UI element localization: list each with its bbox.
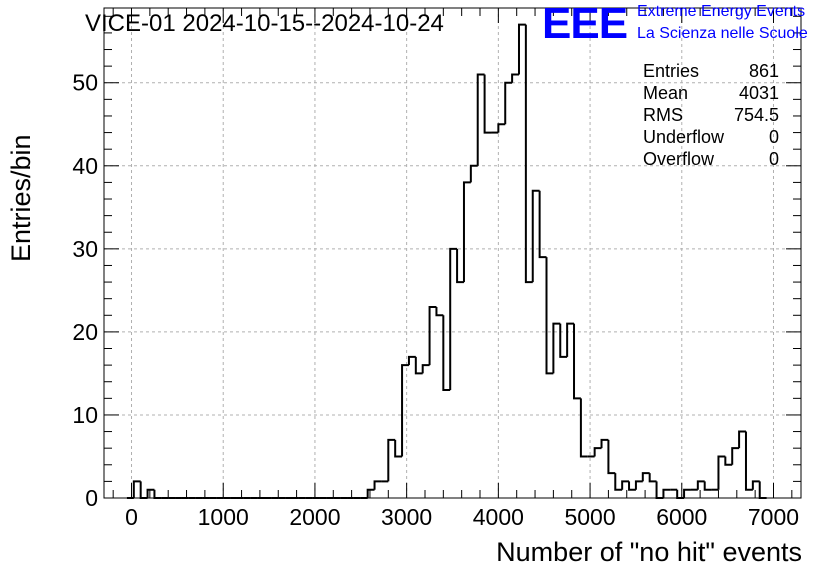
histogram-bin bbox=[414, 356, 423, 375]
chart-title: VICE-01 2024-10-15--2024-10-24 bbox=[85, 10, 444, 37]
x-tick-label: 5000 bbox=[564, 504, 615, 530]
histogram-bin bbox=[449, 247, 458, 391]
y-tick-label: 20 bbox=[72, 319, 98, 345]
x-tick-label: 6000 bbox=[656, 504, 707, 530]
tick-labels: 0 1000 2000 3000 4000 5000 6000 7000 0 10 20 30 40 50 bbox=[72, 70, 799, 530]
stats-value: 861 bbox=[748, 61, 779, 81]
histogram-bin bbox=[662, 488, 671, 498]
histogram-bin bbox=[696, 480, 705, 490]
histogram-bin bbox=[621, 480, 630, 490]
histogram-bin bbox=[401, 364, 409, 457]
stats-value: 0 bbox=[768, 127, 779, 147]
axes-box bbox=[103, 7, 802, 499]
histogram-bin bbox=[153, 489, 162, 499]
stats-value: 4031 bbox=[738, 83, 779, 103]
stats-key: Overflow bbox=[643, 149, 715, 169]
logo-line-2: La Scienza nelle Scuole bbox=[637, 25, 808, 42]
histogram-bin bbox=[614, 473, 623, 491]
x-tick-label: 3000 bbox=[381, 504, 432, 530]
histogram-bin bbox=[566, 322, 575, 357]
stats-value: 754.5 bbox=[733, 105, 779, 125]
histogram-bin bbox=[676, 489, 685, 499]
histogram-bin bbox=[703, 481, 712, 491]
stats-row-underflow: Underflow 0 bbox=[643, 126, 783, 148]
histogram-bin bbox=[421, 364, 430, 374]
histogram-bin bbox=[407, 355, 416, 366]
histogram-bin bbox=[628, 481, 636, 491]
histogram-bin bbox=[559, 323, 568, 358]
histogram-bin bbox=[428, 305, 437, 366]
histogram-bin bbox=[744, 431, 753, 491]
histogram-bin bbox=[634, 480, 643, 490]
x-axis-label: Number of "no hit" events bbox=[496, 537, 802, 567]
stats-key: RMS bbox=[643, 105, 683, 125]
histogram-bin bbox=[511, 73, 519, 83]
histogram-bin bbox=[366, 488, 375, 498]
histogram-bin bbox=[462, 181, 471, 283]
histogram-bin bbox=[435, 306, 444, 317]
stats-row-mean: Mean 4031 bbox=[643, 82, 783, 104]
histogram-bin bbox=[538, 190, 547, 259]
histogram-bin bbox=[139, 481, 148, 499]
histogram-bin bbox=[593, 447, 602, 457]
stats-box: Entries 861 Mean 4031 RMS 754.5 Underflo… bbox=[643, 60, 783, 170]
histogram-bin bbox=[655, 481, 664, 499]
histogram-bin bbox=[132, 480, 141, 498]
histogram-bin bbox=[552, 322, 561, 374]
plot-frame bbox=[103, 7, 802, 499]
x-tick-label: 1000 bbox=[198, 504, 249, 530]
histogram-bin bbox=[387, 438, 396, 482]
stats-key: Mean bbox=[643, 83, 689, 103]
histogram-bin bbox=[504, 81, 513, 125]
x-tick-label: 7000 bbox=[748, 504, 799, 530]
stats-key: Underflow bbox=[643, 127, 725, 147]
x-tick-label: 2000 bbox=[289, 504, 340, 530]
histogram-bin bbox=[469, 164, 478, 183]
axis-ticks bbox=[104, 8, 801, 499]
histogram-bin bbox=[648, 473, 657, 483]
y-axis-label: Entries/bin bbox=[6, 134, 36, 262]
histogram-bin bbox=[517, 23, 526, 75]
histogram-bin bbox=[607, 439, 616, 475]
stats-row-entries: Entries 861 bbox=[643, 60, 783, 82]
histogram-bin bbox=[442, 315, 451, 392]
histogram-bin bbox=[731, 447, 740, 465]
histogram-bin bbox=[545, 257, 554, 375]
histogram-bin bbox=[600, 438, 609, 449]
histogram-bin bbox=[573, 323, 581, 400]
histogram-bin bbox=[758, 481, 767, 499]
histogram-bin bbox=[373, 480, 382, 490]
histogram-bin bbox=[524, 24, 533, 284]
histogram-bin bbox=[579, 398, 588, 458]
stats-value: 0 bbox=[768, 149, 779, 169]
histogram-bin bbox=[641, 472, 650, 482]
stats-key: Entries bbox=[643, 61, 700, 81]
histogram-bin bbox=[456, 248, 464, 284]
histogram-bin bbox=[497, 123, 506, 133]
y-tick-label: 10 bbox=[72, 402, 98, 428]
histogram-bin bbox=[751, 480, 760, 490]
histogram-bin bbox=[483, 74, 492, 134]
logo-line-1: Extreme Energy Events bbox=[637, 3, 806, 20]
histogram-bin bbox=[717, 455, 726, 490]
y-tick-label: 30 bbox=[72, 236, 98, 262]
histogram-bin bbox=[394, 439, 403, 458]
x-tick-label: 4000 bbox=[473, 504, 524, 530]
stats-row-overflow: Overflow 0 bbox=[643, 148, 783, 170]
x-tick-label: 0 bbox=[125, 504, 138, 530]
y-tick-label: 50 bbox=[72, 70, 98, 96]
y-tick-label: 0 bbox=[85, 485, 98, 511]
histogram-bin bbox=[531, 189, 540, 283]
y-tick-label: 40 bbox=[72, 153, 98, 179]
histogram-bin bbox=[146, 488, 155, 498]
histogram-bin bbox=[738, 430, 746, 449]
stats-row-rms: RMS 754.5 bbox=[643, 104, 783, 126]
histogram-bin bbox=[683, 488, 691, 498]
histogram-bin bbox=[724, 456, 733, 466]
histogram-bin bbox=[476, 73, 485, 166]
eee-logo: EEE bbox=[542, 0, 628, 48]
